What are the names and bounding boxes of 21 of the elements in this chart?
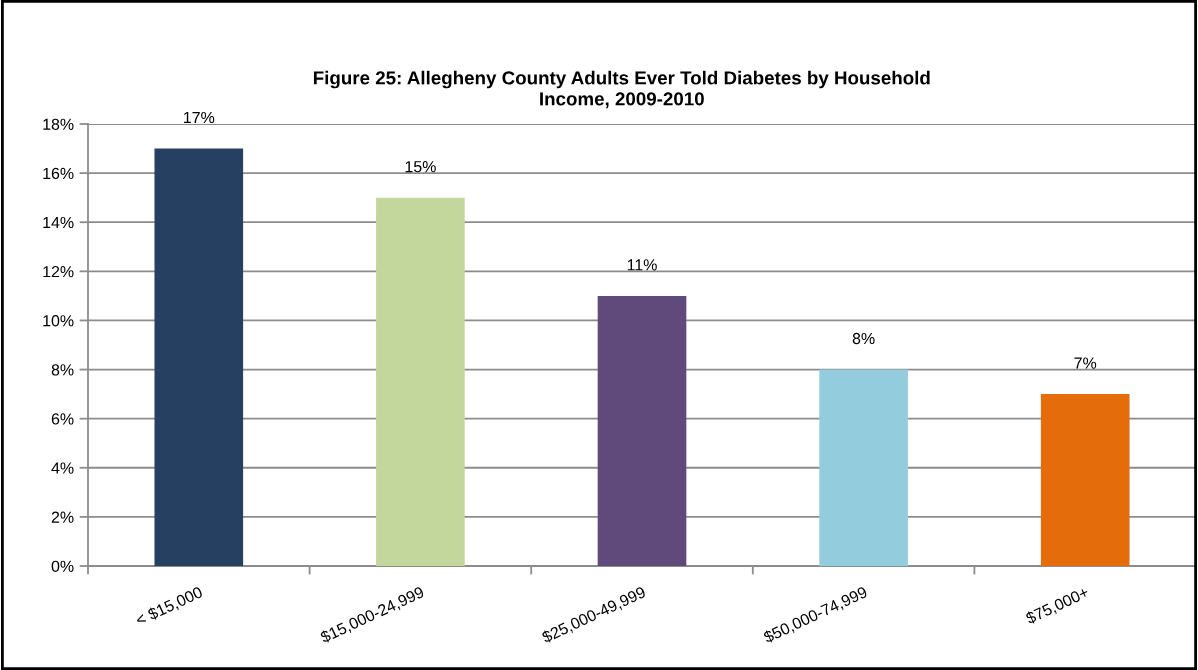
data-label: 15% (405, 161, 436, 173)
y-tick-label: 4% (51, 462, 74, 474)
bar (1040, 394, 1130, 566)
bar (154, 148, 244, 566)
y-tick-label: 14% (43, 216, 74, 229)
bar (597, 295, 687, 566)
data-label: 7% (1074, 357, 1097, 369)
y-tick-label: 12% (43, 265, 74, 278)
data-label: 8% (852, 332, 875, 345)
y-tick-label: 16% (43, 167, 74, 180)
bar (819, 369, 908, 566)
y-tick-label: 6% (51, 413, 74, 425)
y-tick-label: 0% (51, 560, 74, 572)
y-tick-label: 10% (43, 315, 74, 327)
chart-title: Figure 25: Allegheny County Adults Ever Told Diabetes by Household Income, 2009-2010 (313, 70, 930, 109)
y-tick-label: 18% (43, 118, 74, 130)
data-label: 11% (627, 259, 657, 271)
bar (376, 197, 465, 566)
data-label: 17% (184, 111, 215, 124)
y-tick-label: 2% (51, 511, 74, 523)
y-tick-label: 8% (51, 364, 74, 376)
